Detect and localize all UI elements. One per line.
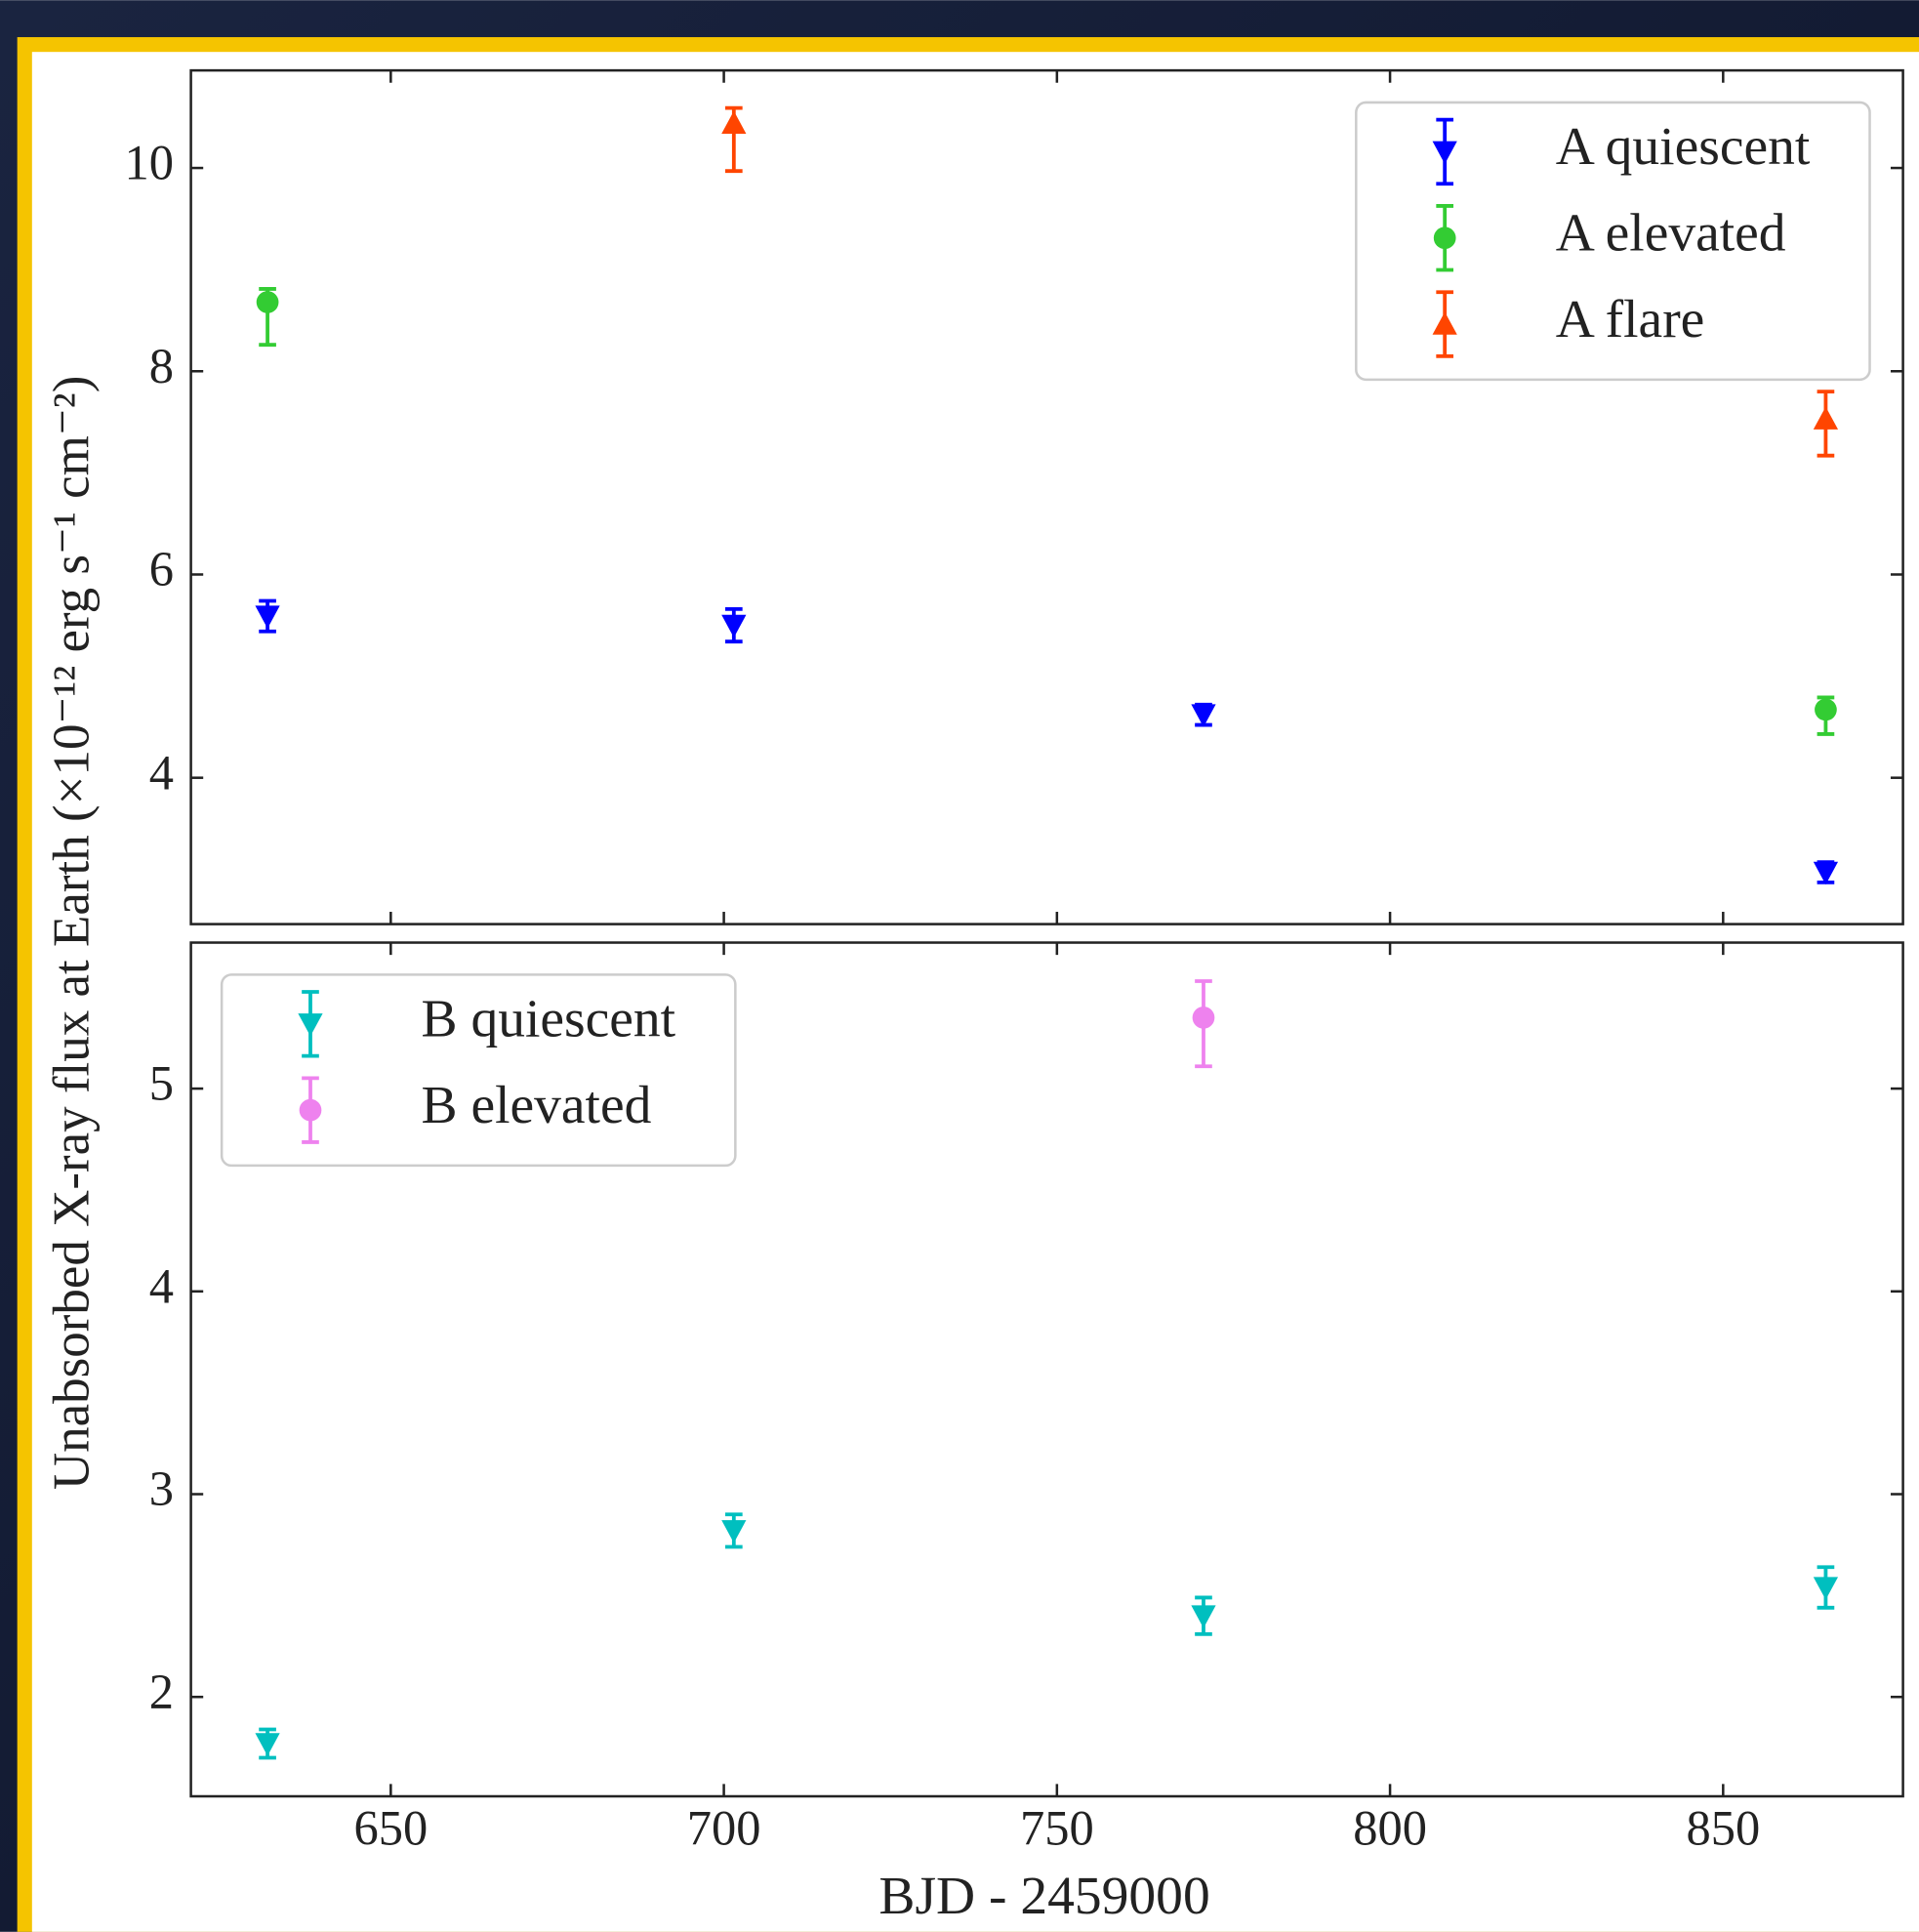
- legend-marker: [1433, 226, 1456, 250]
- legend-label: B elevated: [422, 1076, 652, 1135]
- legend-label: A elevated: [1556, 203, 1786, 263]
- plot-area: [189, 68, 1904, 925]
- legend-box: [220, 973, 737, 1168]
- y-tick-label: 2: [149, 1665, 174, 1719]
- data-point: [1813, 861, 1839, 885]
- legend-marker: [1432, 311, 1457, 335]
- x-axis-label: BJD - 2459000: [878, 1867, 1209, 1926]
- y-tick-label: 8: [149, 339, 174, 393]
- data-point: [256, 291, 279, 313]
- legend-marker: [298, 1013, 323, 1037]
- data-point: [721, 110, 747, 134]
- data-point: [255, 605, 280, 629]
- x-tick-label: 700: [687, 1800, 761, 1855]
- data-point: [1813, 1577, 1839, 1600]
- x-tick-label: 800: [1353, 1800, 1427, 1855]
- legend-label: A flare: [1556, 290, 1705, 349]
- legend-label: B quiescent: [422, 990, 676, 1049]
- data-point: [1191, 1605, 1216, 1628]
- legend-marker: [1432, 141, 1457, 165]
- y-tick-label: 10: [124, 136, 173, 190]
- y-tick-label: 5: [149, 1056, 174, 1111]
- data-point: [1191, 704, 1216, 727]
- data-point: [1813, 406, 1839, 430]
- legend-box: [1355, 101, 1871, 382]
- data-point: [721, 1520, 747, 1543]
- y-tick-label: 4: [149, 745, 174, 800]
- legend-marker: [299, 1098, 322, 1122]
- data-point: [1815, 698, 1837, 721]
- plot-area: [189, 941, 1904, 1798]
- x-tick-label: 650: [353, 1800, 428, 1855]
- x-tick-label: 850: [1686, 1800, 1760, 1855]
- data-point: [721, 614, 747, 638]
- data-point: [255, 1733, 280, 1756]
- y-axis-label: Unabsorbed X-ray flux at Earth (×10⁻¹² e…: [43, 376, 100, 1491]
- y-tick-label: 4: [149, 1258, 174, 1313]
- legend-label: A quiescent: [1556, 117, 1811, 177]
- y-tick-label: 6: [149, 542, 174, 596]
- y-tick-label: 3: [149, 1461, 174, 1516]
- x-tick-label: 750: [1020, 1800, 1094, 1855]
- data-point: [1192, 1007, 1215, 1029]
